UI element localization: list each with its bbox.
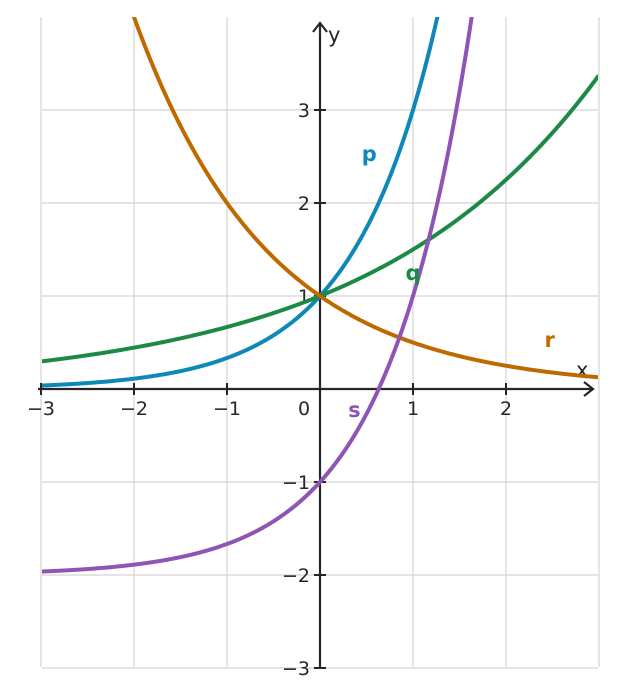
x-axis-label: x [576,358,588,382]
y-tick-label: −2 [282,565,310,587]
x-tick-label: 1 [407,398,419,420]
series-label-p: p [362,142,377,166]
y-axis-label: y [328,23,340,47]
series-label-s: s [348,398,361,422]
x-tick-label: −2 [120,398,148,420]
curve-r [131,17,598,380]
series-label-r: r [545,328,556,352]
curves [42,17,598,574]
x-tick-label: 2 [500,398,512,420]
curve-s [42,17,474,574]
y-tick-label: 3 [298,100,310,122]
x-axis-arrow [583,381,595,397]
y-tick-label: −1 [282,472,310,494]
y-tick-label: −3 [282,658,310,680]
y-axis-arrow [312,21,328,33]
x-tick-label: −1 [213,398,241,420]
series-label-q: q [405,261,420,285]
series-labels: p q r s [348,142,555,422]
axes: x y [38,21,595,667]
x-tick-label: 0 [298,398,310,420]
y-tick-label: 2 [298,193,310,215]
x-tick-label: −3 [27,398,55,420]
